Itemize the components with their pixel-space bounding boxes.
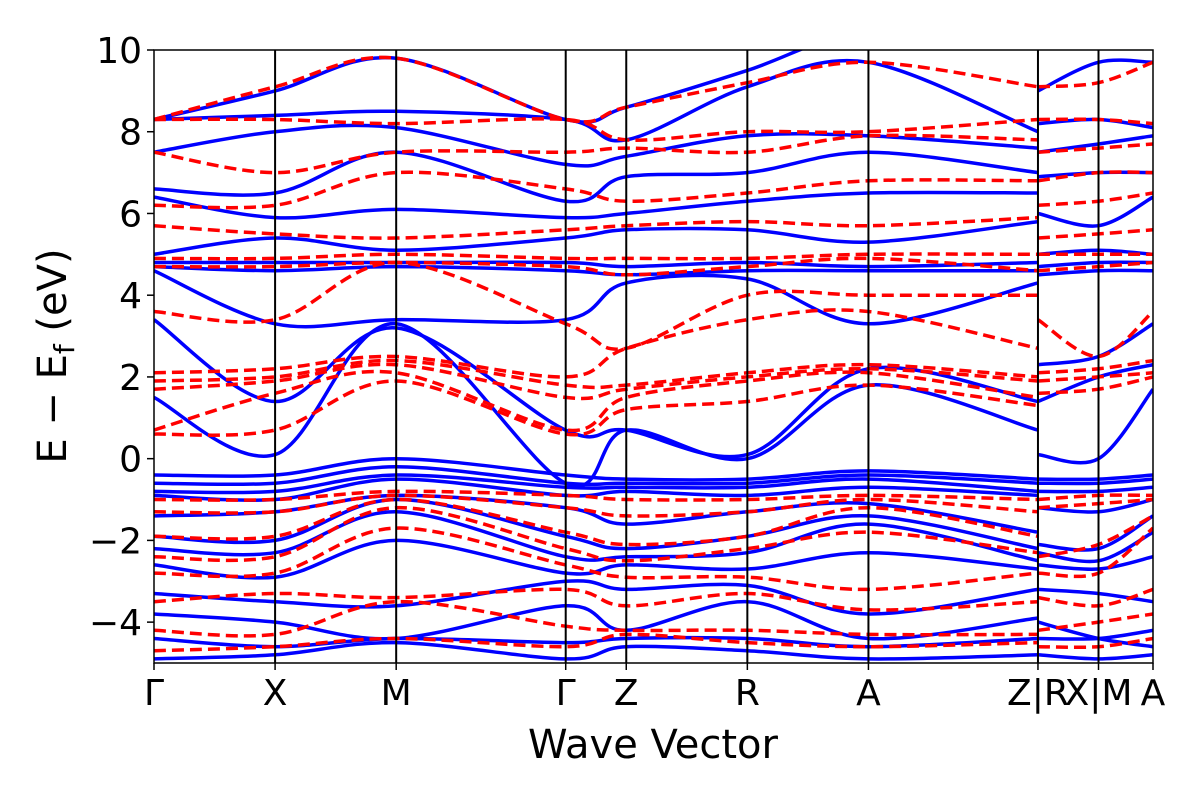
y-tick-label-0: 10	[96, 31, 142, 72]
y-axis-title: E − Ef (eV)	[30, 248, 81, 463]
kpoint-lines	[274, 50, 1100, 663]
band-set-solid-band-13	[154, 318, 1039, 459]
band-set-dashed-band-18	[154, 133, 1039, 175]
band-set-dashed-band-19	[154, 117, 1039, 142]
x-tick-label-8: X|M	[1065, 673, 1133, 714]
x-tick-label-9: A	[1141, 673, 1166, 714]
x-tick-label-6: A	[856, 673, 881, 714]
x-tick-label-7: Z|R	[1007, 673, 1069, 714]
band-set-solid-short-band-21	[1037, 58, 1153, 93]
band-set-solid-short-band-10	[1037, 473, 1153, 482]
band-set-dashed-band-14	[154, 256, 1039, 277]
x-axis: Γ X M Γ Z R A Z|RX|M A	[144, 663, 1166, 714]
band-set-dashed-short-band-10	[1037, 310, 1153, 359]
x-tick-label-3: Γ	[556, 673, 576, 714]
band-set-dashed-short-band-13	[1037, 228, 1153, 240]
band-set-dashed-band-20	[154, 55, 1039, 124]
band-set-dashed-short-band-6	[1037, 493, 1153, 502]
band-set-solid-band-22	[154, 50, 804, 124]
band-set-dashed-band-1	[154, 599, 1039, 638]
band-set-solid-band-12	[154, 322, 1039, 488]
y-axis-title-unit: (eV)	[30, 248, 76, 344]
band-set-dashed-band-16	[154, 215, 1039, 240]
y-axis-title-sub: f	[48, 343, 81, 354]
band-set-solid-short-band-14	[1037, 268, 1153, 277]
y-tick-label-3: 4	[119, 276, 142, 317]
y-axis-title-main: E − E	[30, 354, 76, 464]
x-tick-label-5: R	[735, 673, 760, 714]
band-set-dashed-band-11	[154, 358, 1039, 390]
y-tick-label-1: 8	[119, 113, 142, 154]
x-tick-label-4: Z	[614, 673, 639, 714]
y-tick-label-7: −4	[89, 603, 142, 644]
band-set-dashed-band-0	[154, 632, 1039, 653]
y-axis: 10 8 6 4 2 0 −2 −4	[89, 31, 154, 644]
band-set-dashed-band-15	[154, 252, 1039, 261]
band-set-solid-short-band-4	[1037, 554, 1153, 572]
y-tick-label-4: 2	[119, 358, 142, 399]
y-tick-label-2: 6	[119, 194, 142, 235]
x-axis-title: Wave Vector	[528, 722, 779, 768]
band-curves	[154, 50, 1153, 661]
x-tick-label-0: Γ	[144, 673, 164, 714]
x-tick-label-2: M	[381, 673, 412, 714]
y-tick-label-5: 0	[119, 440, 142, 481]
band-set-dashed-band-6	[154, 493, 1039, 518]
band-set-dashed-short-band-14	[1037, 191, 1153, 208]
band-set-solid-short-band-8	[1037, 485, 1153, 494]
x-tick-label-1: X	[263, 673, 288, 714]
plot-frame	[153, 49, 1154, 664]
band-set-dashed-band-4	[154, 505, 1039, 563]
y-tick-label-6: −2	[89, 521, 142, 562]
band-set-solid-short-band-0	[1037, 653, 1153, 661]
band-set-dashed-band-2	[154, 587, 1039, 612]
band-set-solid-short-band-11	[1037, 388, 1153, 465]
band-set-dashed-band-8	[154, 379, 1039, 437]
band-set-dashed-band-7	[154, 489, 1039, 502]
